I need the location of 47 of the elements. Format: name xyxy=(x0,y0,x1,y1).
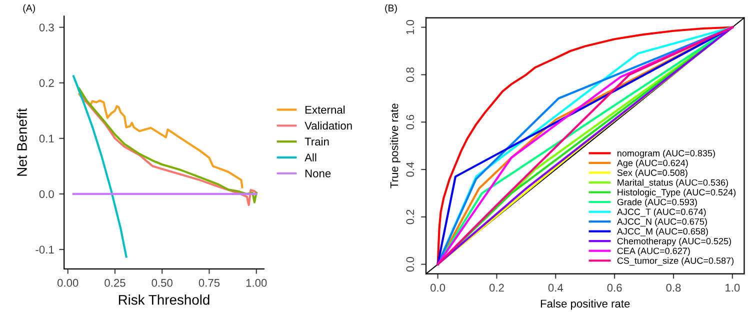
line-series xyxy=(78,92,244,188)
y-tick-label: 0.2 xyxy=(39,79,54,87)
legend-label: Age (AUC=0.624) xyxy=(616,160,688,168)
x-tick-label: 0.4 xyxy=(548,284,564,292)
x-tick-label: 0.50 xyxy=(152,278,172,287)
legend-label: External xyxy=(305,106,345,114)
y-tick-label: 0.6 xyxy=(406,114,414,130)
legend-label: AJCC_M (AUC=0.658) xyxy=(616,228,708,236)
y-axis-title: Net Benefit xyxy=(16,108,27,176)
y-tick-label: 0.8 xyxy=(406,67,414,82)
legend-label: AJCC_N (AUC=0.675) xyxy=(616,218,707,227)
x-tick-label: 0.25 xyxy=(104,278,126,287)
x-tick-label: 0.6 xyxy=(607,284,622,292)
legend-label: Histologic_Type (AUC=0.524) xyxy=(618,188,736,198)
y-tick-label: 0.3 xyxy=(39,24,54,32)
chart-title: (A) xyxy=(23,4,35,14)
y-tick-label: -0.1 xyxy=(36,246,54,254)
x-tick-label: 0.75 xyxy=(198,278,220,287)
y-tick-label: 0.2 xyxy=(406,210,414,224)
y-tick-label: 0.0 xyxy=(406,257,414,272)
chart-title: (B) xyxy=(385,4,397,14)
legend-label: CEA (AUC=0.627) xyxy=(617,247,690,256)
legend-label: Chemotherapy (AUC=0.525) xyxy=(617,238,731,246)
y-tick-label: 0.0 xyxy=(39,190,54,198)
legend-label: AJCC_T (AUC=0.674) xyxy=(616,208,706,217)
y-tick-label: 0.1 xyxy=(39,134,54,143)
x-axis-title: False positive rate xyxy=(540,299,630,310)
x-tick-label: 1.00 xyxy=(246,278,267,287)
legend-label: Train xyxy=(304,137,329,146)
x-tick-label: 0.8 xyxy=(666,284,681,292)
legend-label: None xyxy=(305,170,331,178)
x-axis-title: Risk Threshold xyxy=(118,294,210,305)
legend-label: Validation xyxy=(304,121,352,130)
x-tick-label: 0.0 xyxy=(430,284,446,292)
x-tick-label: 1.0 xyxy=(726,284,740,292)
x-tick-label: 0.2 xyxy=(489,284,504,292)
y-tick-label: 0.4 xyxy=(406,162,414,177)
y-axis-title: True positive rate xyxy=(390,104,400,188)
legend-label: Sex (AUC=0.508) xyxy=(617,169,688,178)
x-tick-label: 0.00 xyxy=(57,278,78,287)
legend-label: CS_tumor_size (AUC=0.587) xyxy=(617,257,734,266)
y-tick-label: 1.0 xyxy=(406,20,414,34)
legend-label: All xyxy=(304,153,316,162)
legend-label: nomogram (AUC=0.835) xyxy=(618,150,715,158)
legend-label: Grade (AUC=0.593) xyxy=(617,198,697,208)
legend-label: Marital_status (AUC=0.536) xyxy=(618,179,728,188)
line-series xyxy=(72,75,128,258)
